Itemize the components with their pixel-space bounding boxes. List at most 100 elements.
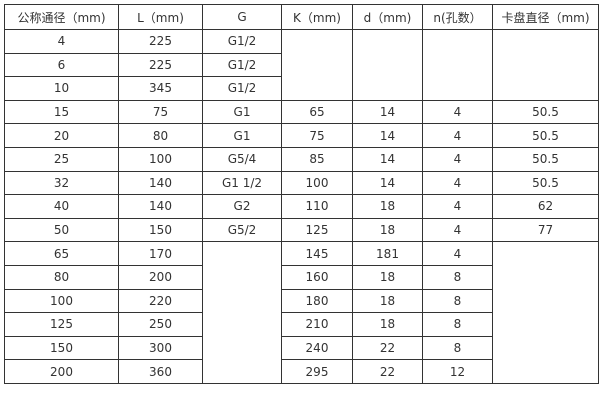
table-cell: 250 bbox=[118, 312, 203, 337]
table-cell: G1 1/2 bbox=[202, 170, 282, 196]
table-cell bbox=[202, 241, 282, 384]
table-cell: 4 bbox=[422, 123, 493, 148]
table-row: 4 225 G1/2 bbox=[4, 29, 599, 101]
table-cell: 225 bbox=[118, 52, 203, 78]
table-cell: 140 bbox=[118, 194, 203, 219]
table-row: 10 345 G1/2 bbox=[4, 76, 599, 101]
table-cell: G5/4 bbox=[202, 146, 282, 172]
column-header: n(孔数） bbox=[422, 4, 493, 30]
table-row: 100 220 180 18 8 bbox=[4, 288, 599, 314]
table-cell: 170 bbox=[118, 241, 203, 266]
table-cell: 18 bbox=[352, 264, 423, 290]
table-cell: 295 bbox=[281, 359, 353, 384]
table-cell: G1 bbox=[202, 99, 282, 125]
table-cell: 18 bbox=[352, 194, 423, 219]
table-cell: 14 bbox=[352, 170, 423, 196]
header-row: 公称通径（mm) L（mm) G K（mm) d（mm) n(孔数） 卡盘直径（mm) bbox=[4, 4, 599, 30]
table-cell: 75 bbox=[281, 123, 353, 148]
table-cell: 18 bbox=[352, 217, 423, 243]
table-cell: 22 bbox=[352, 359, 423, 384]
table-cell bbox=[422, 29, 493, 101]
table-cell: 210 bbox=[281, 312, 353, 337]
table-cell: 180 bbox=[281, 288, 353, 314]
table-cell: 62 bbox=[492, 194, 599, 219]
table-cell: 145 bbox=[281, 241, 353, 266]
table-cell: 200 bbox=[4, 359, 119, 384]
table-cell: 14 bbox=[352, 146, 423, 172]
column-header: G bbox=[202, 4, 282, 30]
table-row: 15 75 G1 65 14 4 50.5 bbox=[4, 99, 599, 125]
table-cell: 14 bbox=[352, 99, 423, 125]
table-cell: 80 bbox=[118, 123, 203, 148]
table-row: 32 140 G1 1/2 100 14 4 50.5 bbox=[4, 170, 599, 196]
table-cell: 77 bbox=[492, 217, 599, 243]
table-cell: 40 bbox=[4, 194, 119, 219]
table-cell bbox=[492, 29, 599, 101]
table-row: 150 300 240 22 8 bbox=[4, 335, 599, 361]
table-cell: 100 bbox=[281, 170, 353, 196]
table-cell: G1 bbox=[202, 123, 282, 148]
table-cell: 8 bbox=[422, 264, 493, 290]
table-cell: 150 bbox=[118, 217, 203, 243]
table-cell: G1/2 bbox=[202, 29, 282, 54]
table-cell: 160 bbox=[281, 264, 353, 290]
table-cell bbox=[281, 29, 353, 101]
table-cell: 8 bbox=[422, 335, 493, 361]
table-cell: 18 bbox=[352, 288, 423, 314]
table-cell: 80 bbox=[4, 264, 119, 290]
column-header: 卡盘直径（mm) bbox=[492, 4, 599, 30]
table-cell bbox=[352, 29, 423, 101]
table-row: 65 170 145 181 4 bbox=[4, 241, 599, 384]
table-cell: 6 bbox=[4, 52, 119, 78]
table-cell: 25 bbox=[4, 146, 119, 172]
table-cell: 240 bbox=[281, 335, 353, 361]
table-cell bbox=[492, 241, 599, 384]
table-cell: 8 bbox=[422, 312, 493, 337]
table-cell: 50.5 bbox=[492, 123, 599, 148]
table-row: 125 250 210 18 8 bbox=[4, 312, 599, 337]
table-cell: 300 bbox=[118, 335, 203, 361]
table-cell: 10 bbox=[4, 76, 119, 101]
table-cell: 50 bbox=[4, 217, 119, 243]
table-cell: 50.5 bbox=[492, 146, 599, 172]
table-cell: G1/2 bbox=[202, 52, 282, 78]
column-header: d（mm) bbox=[352, 4, 423, 30]
table-cell: 150 bbox=[4, 335, 119, 361]
table-cell: 85 bbox=[281, 146, 353, 172]
table-cell: 15 bbox=[4, 99, 119, 125]
table-cell: 220 bbox=[118, 288, 203, 314]
table-row: 200 360 295 22 12 bbox=[4, 359, 599, 384]
table-cell: 125 bbox=[4, 312, 119, 337]
table-cell: 4 bbox=[4, 29, 119, 54]
table-cell: 65 bbox=[4, 241, 119, 266]
table-cell: G1/2 bbox=[202, 76, 282, 101]
table-cell: 22 bbox=[352, 335, 423, 361]
table-row: 6 225 G1/2 bbox=[4, 52, 599, 78]
table-cell: 100 bbox=[4, 288, 119, 314]
column-header: K（mm) bbox=[281, 4, 353, 30]
table-row: 50 150 G5/2 125 18 4 77 bbox=[4, 217, 599, 243]
table-cell: 20 bbox=[4, 123, 119, 148]
table-row: 80 200 160 18 8 bbox=[4, 264, 599, 290]
table-row: 40 140 G2 110 18 4 62 bbox=[4, 194, 599, 219]
table-row: 20 80 G1 75 14 4 50.5 bbox=[4, 123, 599, 148]
table-cell: 4 bbox=[422, 99, 493, 125]
table-cell: 4 bbox=[422, 217, 493, 243]
table-cell: 4 bbox=[422, 170, 493, 196]
table-cell: 345 bbox=[118, 76, 203, 101]
table-cell: G5/2 bbox=[202, 217, 282, 243]
table-cell: 200 bbox=[118, 264, 203, 290]
column-header: L（mm) bbox=[118, 4, 203, 30]
table-cell: 360 bbox=[118, 359, 203, 384]
table-cell: 18 bbox=[352, 312, 423, 337]
table-cell: 4 bbox=[422, 146, 493, 172]
table-cell: G2 bbox=[202, 194, 282, 219]
table-cell: 100 bbox=[118, 146, 203, 172]
table-cell: 75 bbox=[118, 99, 203, 125]
column-header: 公称通径（mm) bbox=[4, 4, 119, 30]
table-cell: 125 bbox=[281, 217, 353, 243]
table-cell: 181 bbox=[352, 241, 423, 266]
table-cell: 110 bbox=[281, 194, 353, 219]
table-cell: 32 bbox=[4, 170, 119, 196]
